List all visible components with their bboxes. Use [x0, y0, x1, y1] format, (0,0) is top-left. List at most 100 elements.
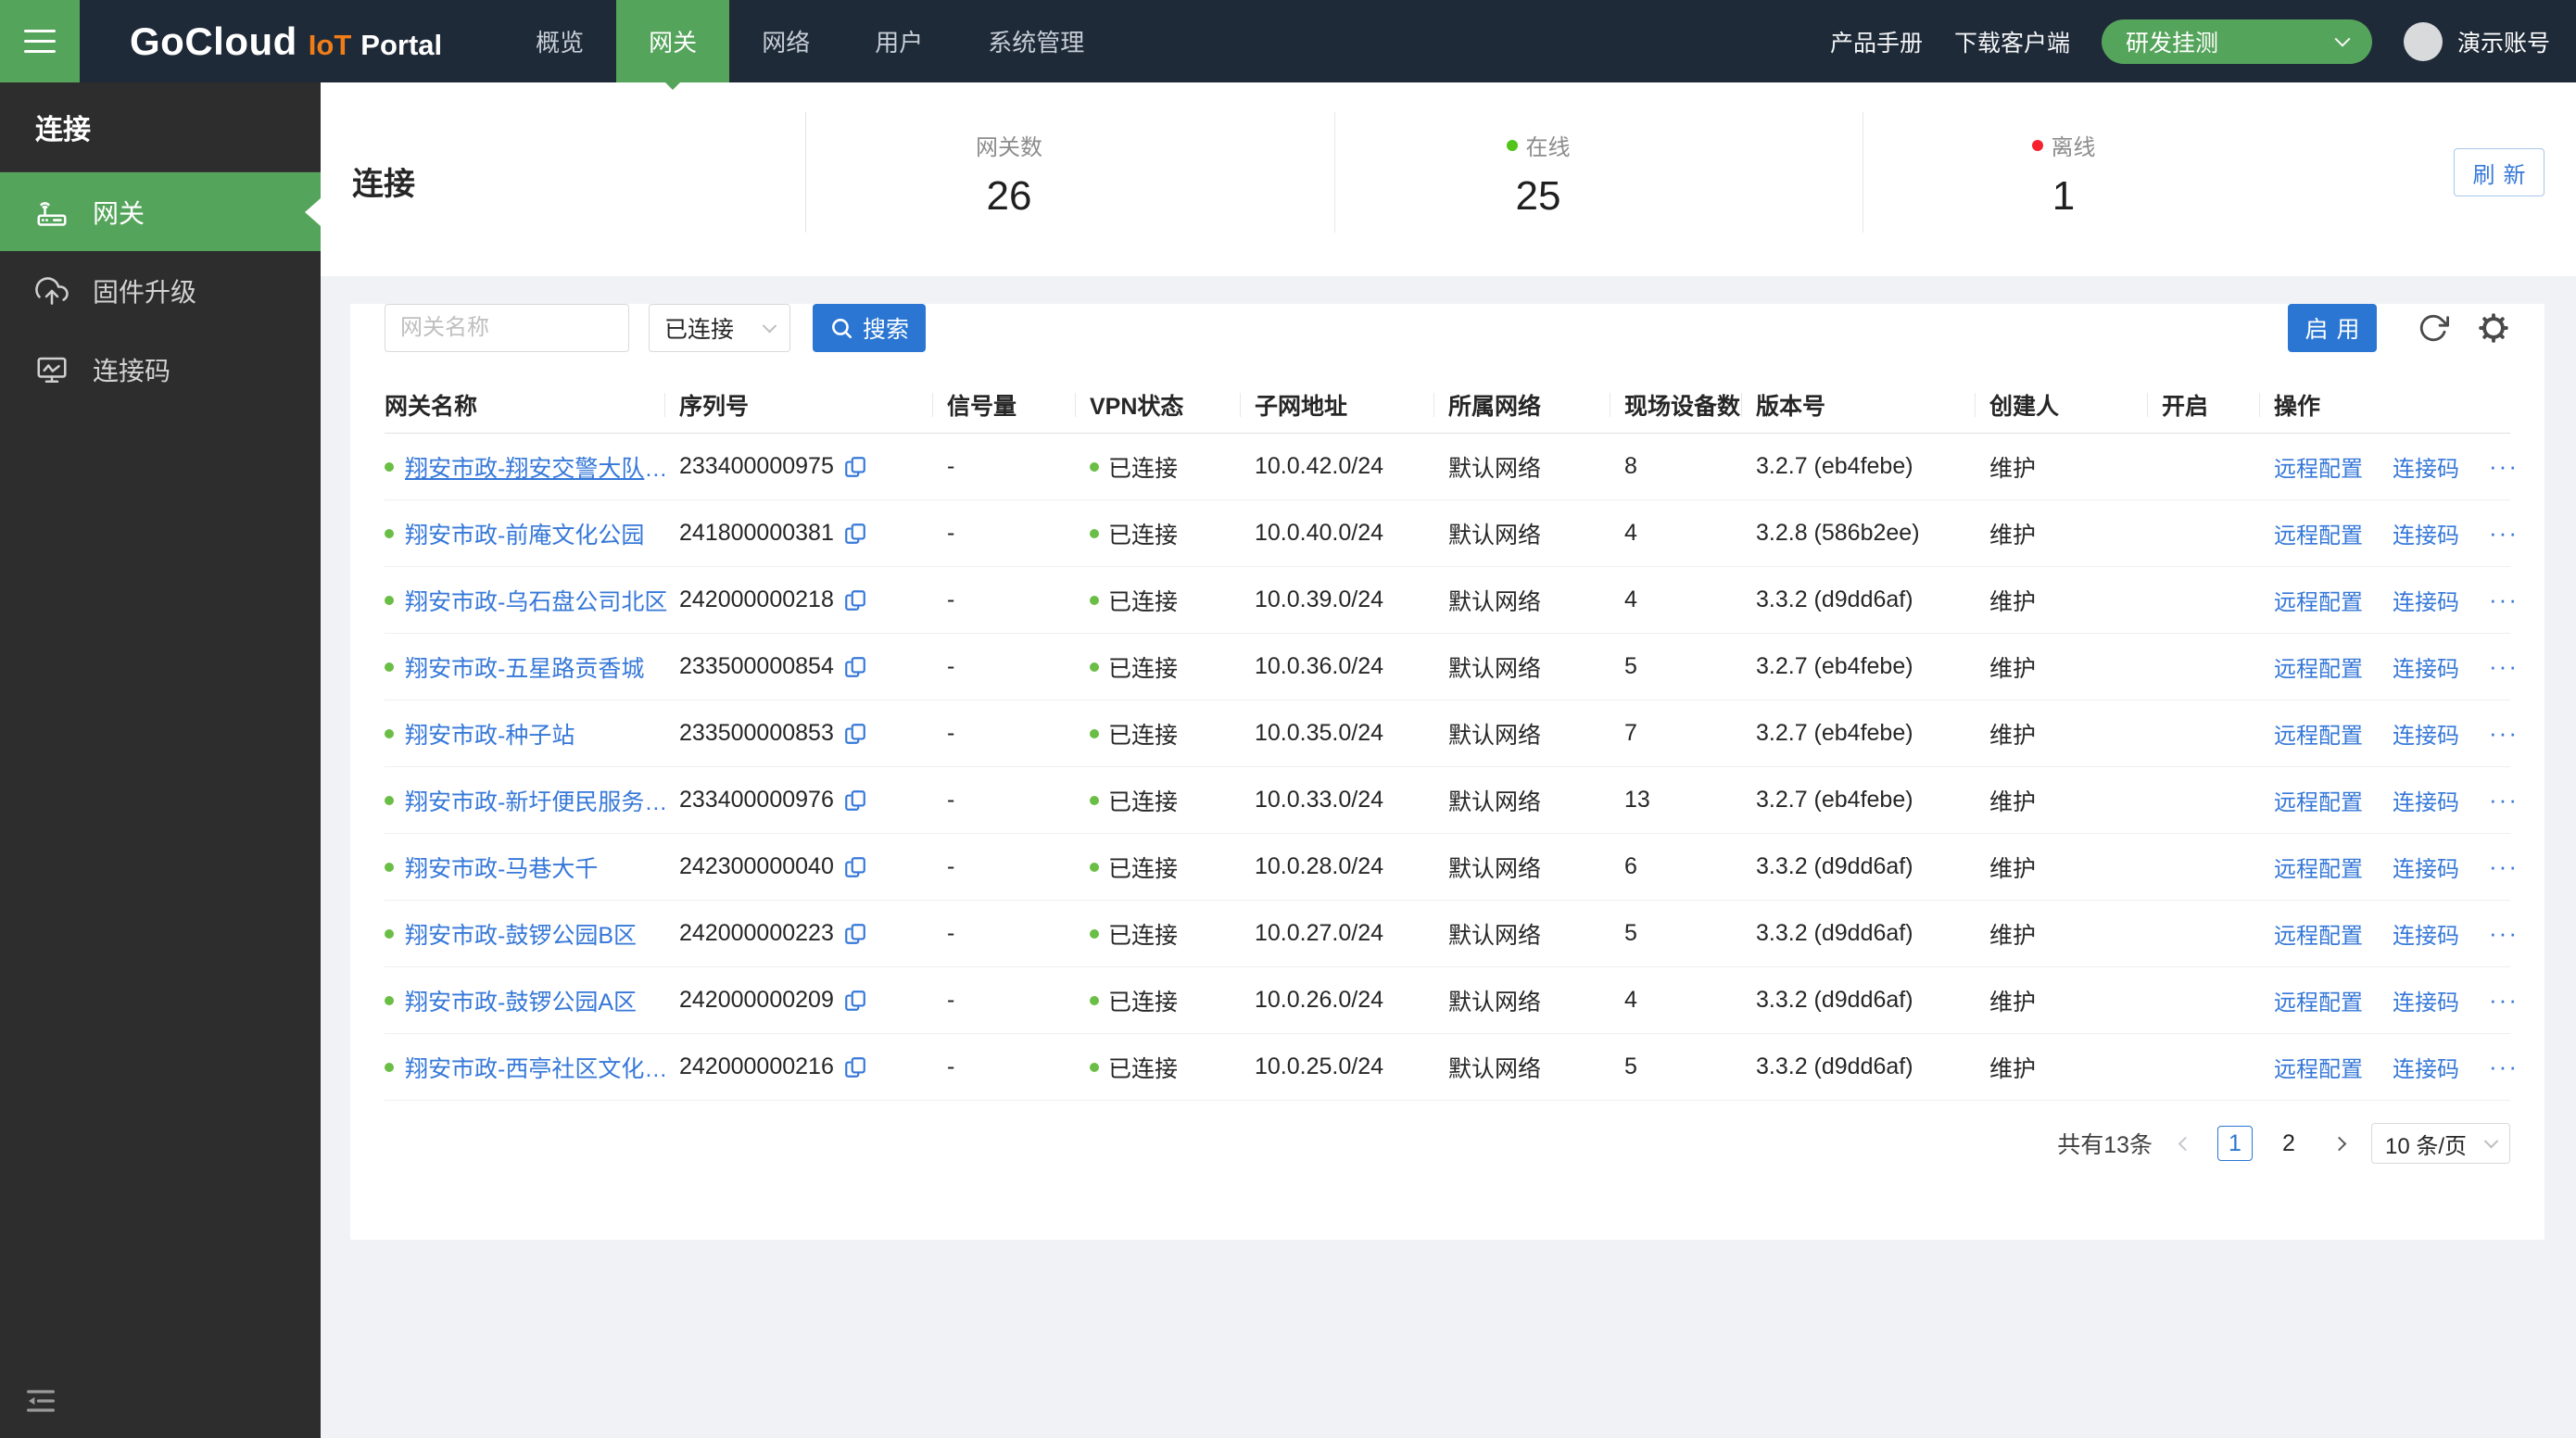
- remote-config-link[interactable]: 远程配置: [2274, 517, 2363, 549]
- copy-serial-button[interactable]: [843, 989, 867, 1013]
- enable-button[interactable]: 启用: [2288, 304, 2377, 352]
- gateway-status-dot: [385, 596, 394, 605]
- field-device-count: 4: [1624, 520, 1756, 547]
- copy-serial-button[interactable]: [843, 455, 867, 479]
- next-page-button[interactable]: [2325, 1126, 2353, 1161]
- menu-toggle-button[interactable]: [0, 0, 80, 82]
- gateway-name-link[interactable]: 翔安市政-翔安交警大队北侧: [405, 450, 679, 484]
- gateway-name-link[interactable]: 翔安市政-西亭社区文化广场: [405, 1051, 679, 1084]
- refresh-button[interactable]: 刷新: [2454, 148, 2544, 196]
- copy-serial-button[interactable]: [843, 788, 867, 813]
- nav-item-users[interactable]: 用户: [842, 0, 955, 82]
- gateway-name-link[interactable]: 翔安市政-马巷大千: [405, 851, 598, 884]
- sidebar-item-firmware-upgrade[interactable]: 固件升级: [0, 251, 321, 330]
- remote-config-link[interactable]: 远程配置: [2274, 984, 2363, 1016]
- copy-serial-button[interactable]: [843, 522, 867, 546]
- more-actions-button[interactable]: ···: [2489, 519, 2519, 548]
- serial-number: 242000000216: [679, 1053, 834, 1080]
- gateway-status-dot: [385, 929, 394, 939]
- more-actions-button[interactable]: ···: [2489, 652, 2519, 681]
- remote-config-link[interactable]: 远程配置: [2274, 450, 2363, 483]
- gateway-status-dot: [385, 863, 394, 872]
- sidebar-item-connection-code[interactable]: 连接码: [0, 330, 321, 409]
- connection-code-link[interactable]: 连接码: [2393, 650, 2459, 683]
- more-actions-button[interactable]: ···: [2489, 719, 2519, 748]
- table-row: 翔安市政-五星路贡香城 233500000854 - 已连接 10.0.36.0…: [385, 634, 2510, 700]
- gateway-name-link[interactable]: 翔安市政-乌石盘公司北区: [405, 584, 667, 617]
- connection-code-link[interactable]: 连接码: [2393, 517, 2459, 549]
- serial-number: 233400000976: [679, 787, 834, 814]
- remote-config-link[interactable]: 远程配置: [2274, 784, 2363, 816]
- connection-code-link[interactable]: 连接码: [2393, 917, 2459, 950]
- copy-icon: [843, 788, 867, 813]
- copy-serial-button[interactable]: [843, 655, 867, 679]
- connection-code-link[interactable]: 连接码: [2393, 450, 2459, 483]
- gateway-name-link[interactable]: 翔安市政-种子站: [405, 717, 575, 751]
- cloud-upload-icon: [35, 274, 69, 308]
- field-device-count: 5: [1624, 920, 1756, 947]
- remote-config-link[interactable]: 远程配置: [2274, 851, 2363, 883]
- subnet-address: 10.0.27.0/24: [1255, 920, 1448, 947]
- remote-config-link[interactable]: 远程配置: [2274, 584, 2363, 616]
- remote-config-link[interactable]: 远程配置: [2274, 917, 2363, 950]
- connection-code-link[interactable]: 连接码: [2393, 851, 2459, 883]
- connection-code-link[interactable]: 连接码: [2393, 984, 2459, 1016]
- sidebar-item-gateway[interactable]: 网关: [0, 172, 321, 251]
- more-actions-button[interactable]: ···: [2489, 1053, 2519, 1081]
- nav-item-gateway[interactable]: 网关: [616, 0, 729, 82]
- nav-item-network[interactable]: 网络: [729, 0, 842, 82]
- search-button[interactable]: 搜索: [813, 304, 926, 352]
- connection-code-link[interactable]: 连接码: [2393, 784, 2459, 816]
- gateway-name-link[interactable]: 翔安市政-新圩便民服务中心: [405, 784, 679, 817]
- page-number-1[interactable]: 1: [2217, 1126, 2253, 1161]
- more-actions-button[interactable]: ···: [2489, 452, 2519, 481]
- vpn-status: 已连接: [1108, 851, 1178, 884]
- connection-code-link[interactable]: 连接码: [2393, 584, 2459, 616]
- table-body: 翔安市政-翔安交警大队北侧 233400000975 - 已连接 10.0.42…: [385, 434, 2510, 1101]
- gateway-name-link[interactable]: 翔安市政-前庵文化公园: [405, 517, 644, 550]
- collapse-sidebar-button[interactable]: [22, 1382, 59, 1419]
- copy-serial-button[interactable]: [843, 722, 867, 746]
- account-menu[interactable]: 演示账号: [2404, 22, 2550, 61]
- connection-status-filter-select[interactable]: 已连接: [649, 304, 790, 352]
- table-row: 翔安市政-鼓锣公园A区 242000000209 - 已连接 10.0.26.0…: [385, 967, 2510, 1034]
- page-size-select[interactable]: 10 条/页: [2371, 1123, 2510, 1164]
- gateway-name-link[interactable]: 翔安市政-鼓锣公园A区: [405, 984, 637, 1017]
- column-header: 开启: [2162, 388, 2274, 422]
- signal-strength: -: [947, 587, 1090, 613]
- page-number-2[interactable]: 2: [2271, 1126, 2306, 1161]
- remote-config-link[interactable]: 远程配置: [2274, 717, 2363, 750]
- download-client-link[interactable]: 下载客户端: [1954, 25, 2070, 58]
- nav-item-system-admin[interactable]: 系统管理: [955, 0, 1117, 82]
- gateway-name-link[interactable]: 翔安市政-五星路贡香城: [405, 650, 644, 684]
- column-header: 信号量: [947, 388, 1090, 422]
- vpn-status-dot: [1090, 1063, 1099, 1072]
- signal-strength: -: [947, 787, 1090, 814]
- top-navigation: 概览 网关 网络 用户 系统管理: [503, 0, 1117, 82]
- gateway-name-link[interactable]: 翔安市政-鼓锣公园B区: [405, 917, 637, 951]
- table-settings-button[interactable]: [2477, 311, 2510, 345]
- field-device-count: 13: [1624, 787, 1756, 814]
- column-header: 网关名称: [385, 388, 679, 422]
- connection-code-link[interactable]: 连接码: [2393, 1051, 2459, 1083]
- stat-label: 网关数: [976, 129, 1042, 161]
- nav-item-overview[interactable]: 概览: [503, 0, 616, 82]
- copy-serial-button[interactable]: [843, 922, 867, 946]
- remote-config-link[interactable]: 远程配置: [2274, 650, 2363, 683]
- more-actions-button[interactable]: ···: [2489, 986, 2519, 1015]
- more-actions-button[interactable]: ···: [2489, 586, 2519, 614]
- connection-code-link[interactable]: 连接码: [2393, 717, 2459, 750]
- remote-config-link[interactable]: 远程配置: [2274, 1051, 2363, 1083]
- environment-select[interactable]: 研发挂测: [2102, 19, 2372, 64]
- subnet-address: 10.0.42.0/24: [1255, 453, 1448, 480]
- reload-table-button[interactable]: [2418, 312, 2449, 344]
- gateway-name-search-input[interactable]: [385, 304, 629, 352]
- more-actions-button[interactable]: ···: [2489, 786, 2519, 814]
- copy-serial-button[interactable]: [843, 1055, 867, 1079]
- copy-serial-button[interactable]: [843, 588, 867, 612]
- previous-page-button[interactable]: [2171, 1126, 2199, 1161]
- product-manual-link[interactable]: 产品手册: [1830, 25, 1923, 58]
- more-actions-button[interactable]: ···: [2489, 919, 2519, 948]
- more-actions-button[interactable]: ···: [2489, 852, 2519, 881]
- copy-serial-button[interactable]: [843, 855, 867, 879]
